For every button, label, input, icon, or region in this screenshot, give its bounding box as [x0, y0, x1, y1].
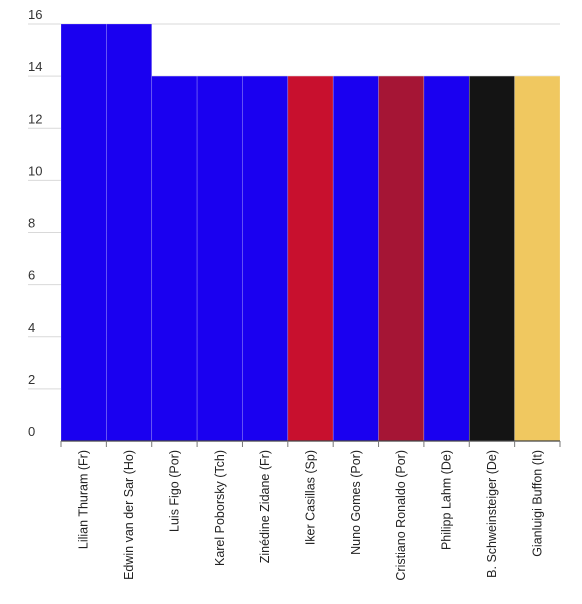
- bar-5: [242, 75, 289, 442]
- x-category-label-2: Edwin van der Sar (Ho): [122, 450, 136, 580]
- bars: [60, 23, 561, 442]
- x-axis-category-labels: Lilian Thuram (Fr) Edwin van der Sar (Ho)…: [77, 450, 545, 581]
- bar-10: [468, 75, 515, 442]
- y-tick-label-12: 12: [28, 111, 42, 126]
- x-category-label-9: Philipp Lahm (De): [440, 450, 454, 550]
- y-tick-label-8: 8: [28, 216, 35, 231]
- x-category-label-3: Luis Figo (Por): [167, 450, 181, 532]
- bar-8: [378, 75, 425, 442]
- x-category-label-11: Gianluigi Buffon (It): [530, 450, 544, 557]
- bar-9: [423, 75, 470, 442]
- y-tick-label-16: 16: [28, 7, 42, 22]
- x-category-label-4: Karel Poborsky (Tch): [213, 450, 227, 566]
- y-tick-label-14: 14: [28, 59, 42, 74]
- y-tick-label-0: 0: [28, 424, 35, 439]
- x-category-label-5: Zinédine Zidane (Fr): [258, 450, 272, 563]
- bar-3: [151, 75, 198, 442]
- x-category-label-7: Nuno Gomes (Por): [349, 450, 363, 555]
- bar-2: [106, 23, 153, 442]
- bar-6: [287, 75, 334, 442]
- x-category-label-10: B. Schweinsteiger (De): [485, 450, 499, 578]
- y-tick-label-2: 2: [28, 372, 35, 387]
- y-tick-label-4: 4: [28, 320, 35, 335]
- bar-7: [332, 75, 379, 442]
- x-category-label-8: Cristiano Ronaldo (Por): [394, 450, 408, 581]
- y-axis-tick-labels: 0 2 4 6 8 10 12 14 16: [28, 7, 42, 439]
- y-tick-label-10: 10: [28, 163, 42, 178]
- bar-4: [196, 75, 243, 442]
- bar-11: [514, 75, 561, 442]
- x-axis-tick-marks: [60, 441, 561, 447]
- x-category-label-1: Lilian Thuram (Fr): [77, 450, 91, 549]
- bar-1: [60, 23, 107, 442]
- y-tick-label-6: 6: [28, 268, 35, 283]
- x-category-label-6: Iker Casillas (Sp): [304, 450, 318, 545]
